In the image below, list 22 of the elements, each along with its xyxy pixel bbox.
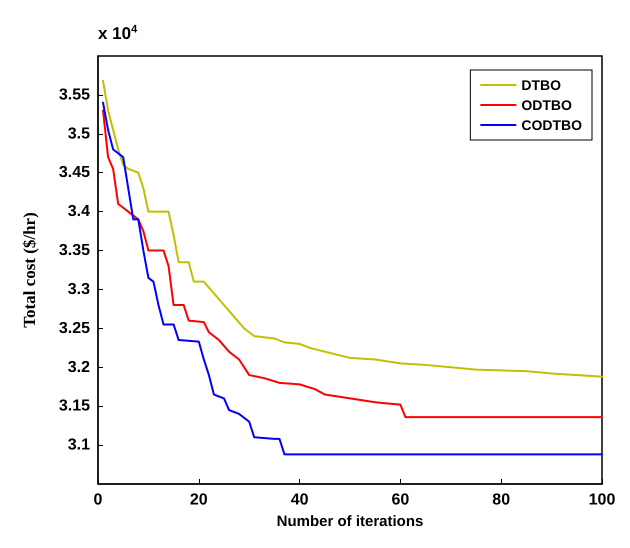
y-tick-label: 3.3: [68, 280, 90, 298]
x-tick-label: 0: [94, 492, 103, 508]
y-tick-label: 3.4: [68, 203, 90, 220]
x-tick-label: 80: [492, 492, 510, 508]
y-tick-label: 3.45: [58, 164, 90, 182]
legend-label: ODTBO: [521, 97, 572, 113]
line-series: [102, 80, 603, 378]
y-tick-label: 3.25: [58, 320, 90, 337]
legend-label: DTBO: [521, 77, 562, 93]
y-tick-label: 3.15: [58, 398, 90, 415]
x-tick-label: 100: [588, 492, 616, 508]
y-tick-label: 3.35: [58, 242, 90, 260]
x-axis-title: Number of iterations: [276, 513, 424, 530]
legend-label: CODTBO: [521, 117, 582, 133]
x-tick-label: 40: [290, 492, 309, 508]
y-tick-label: 3.55: [58, 86, 90, 104]
y-tick-label: 3.1: [68, 436, 90, 454]
y-axis-title: Total cost ($/hr): [20, 212, 39, 328]
y-tick-label: 3.5: [68, 125, 90, 142]
x-tick-label: 20: [190, 492, 208, 508]
y-tick-label: 3.2: [68, 358, 90, 376]
x-tick-label: 60: [392, 492, 410, 508]
